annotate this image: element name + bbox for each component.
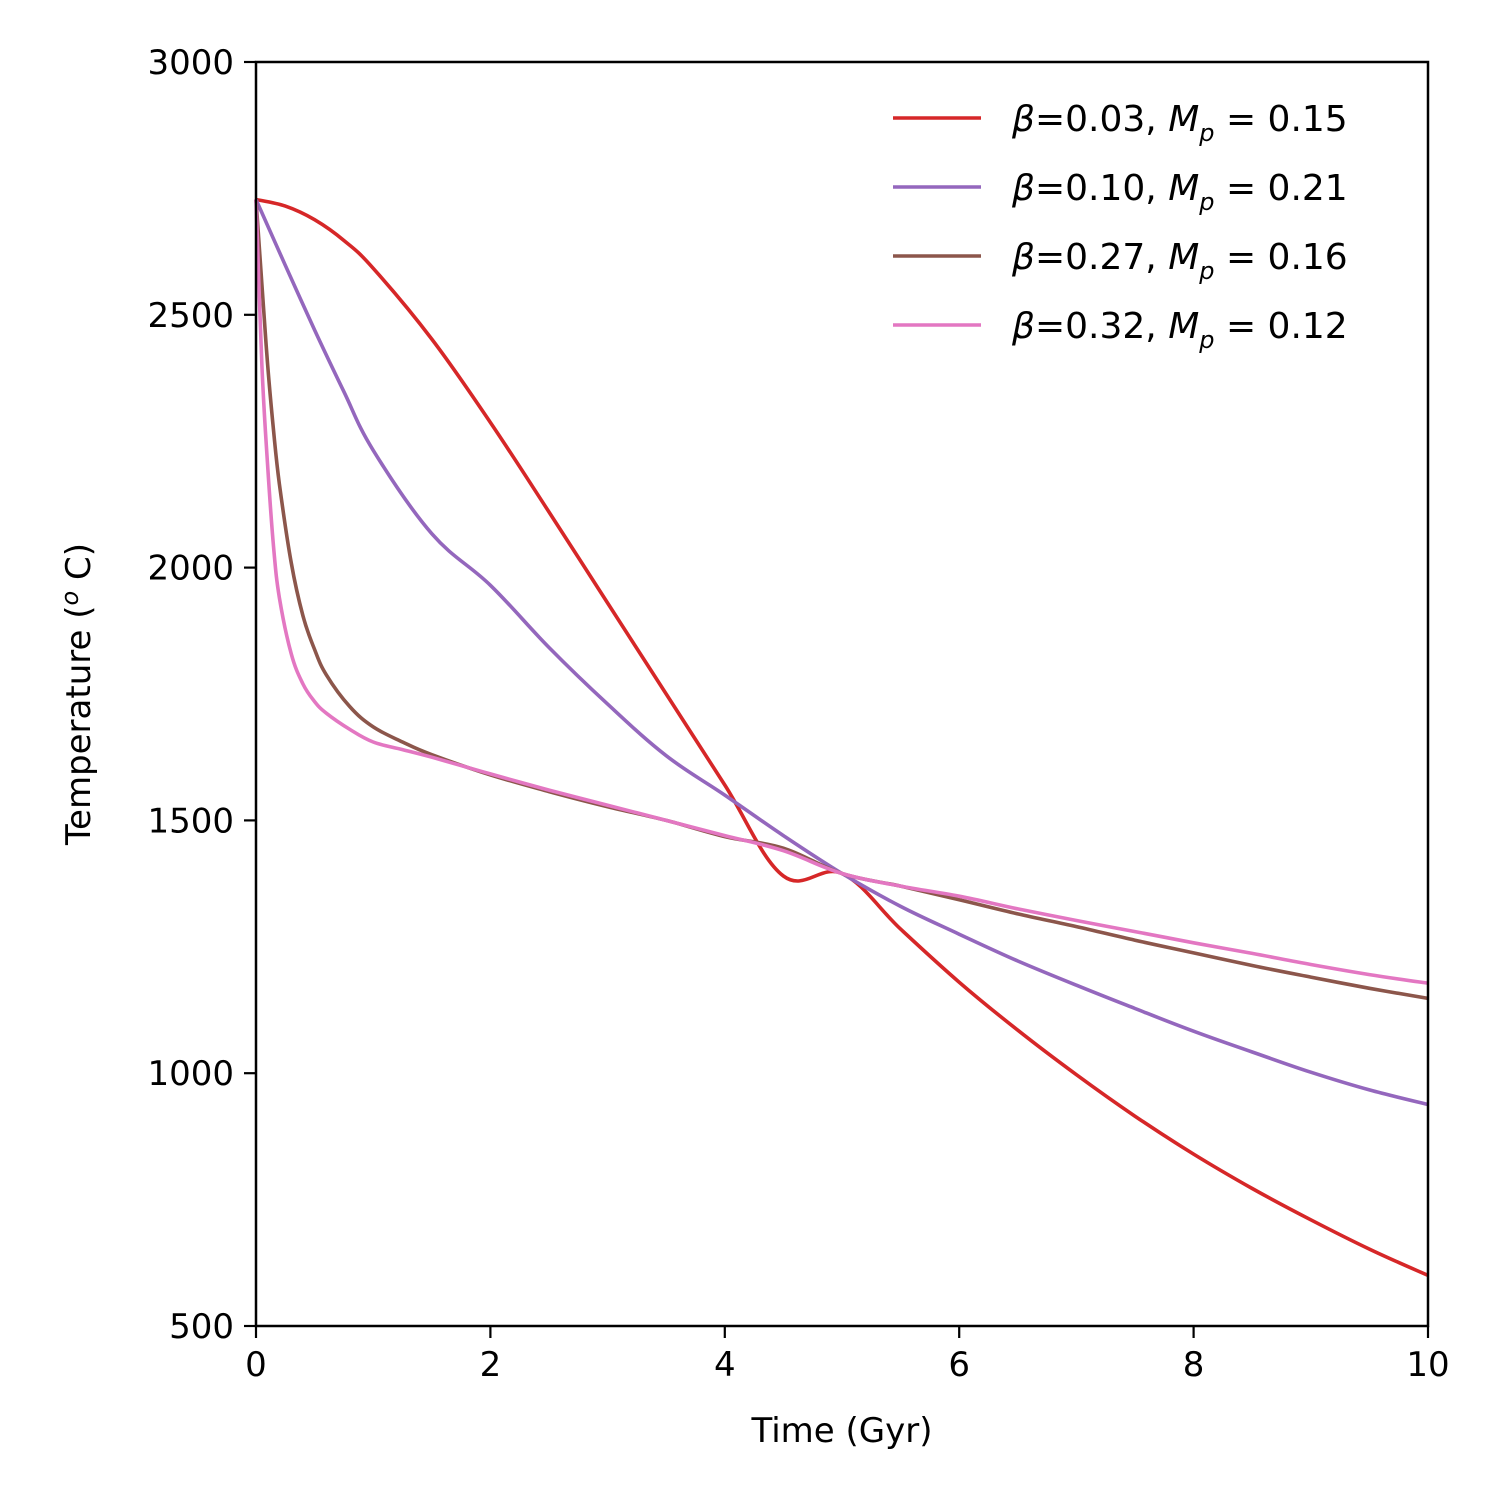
x-tick-label: 0 bbox=[245, 1345, 267, 1385]
legend-label-1: β=0.03, Mp = 0.15 bbox=[1011, 99, 1348, 147]
x-tick-label: 6 bbox=[948, 1345, 970, 1385]
y-tick-label: 2000 bbox=[147, 549, 234, 589]
x-tick-label: 8 bbox=[1183, 1345, 1205, 1385]
series-layer bbox=[254, 197, 1429, 1278]
y-tick-label: 3000 bbox=[147, 43, 234, 83]
y-axis-label: Temperature (o C) bbox=[56, 543, 99, 846]
x-axis-label: Time (Gyr) bbox=[751, 1411, 933, 1451]
legend-label-3: β=0.27, Mp = 0.16 bbox=[1011, 237, 1348, 285]
x-tick-label: 10 bbox=[1406, 1345, 1449, 1385]
series-line-2 bbox=[254, 198, 1429, 1107]
y-axis-label-unit: o bbox=[56, 591, 84, 606]
series-line-1 bbox=[255, 197, 1429, 1278]
x-tick-label: 4 bbox=[714, 1345, 736, 1385]
x-tick-label: 2 bbox=[480, 1345, 502, 1385]
y-tick-label: 1000 bbox=[147, 1054, 234, 1094]
y-axis-label-end: C) bbox=[59, 543, 99, 591]
y-tick-label: 1500 bbox=[147, 801, 234, 841]
y-axis-label-main: Temperature ( bbox=[59, 606, 99, 846]
legend-label-4: β=0.32, Mp = 0.12 bbox=[1011, 306, 1348, 354]
x-axis-ticks: 0 2 4 6 8 10 bbox=[245, 1326, 1450, 1385]
axes-frame bbox=[254, 60, 1430, 1328]
y-axis-ticks: 500 1000 1500 2000 2500 3000 bbox=[147, 43, 256, 1347]
y-tick-label: 500 bbox=[169, 1307, 234, 1347]
series-line-4 bbox=[254, 199, 1429, 985]
y-tick-label: 2500 bbox=[147, 296, 234, 336]
legend-label-2: β=0.10, Mp = 0.21 bbox=[1011, 168, 1348, 216]
legend: β=0.03, Mp = 0.15 β=0.10, Mp = 0.21 β=0.27… bbox=[893, 99, 1348, 354]
